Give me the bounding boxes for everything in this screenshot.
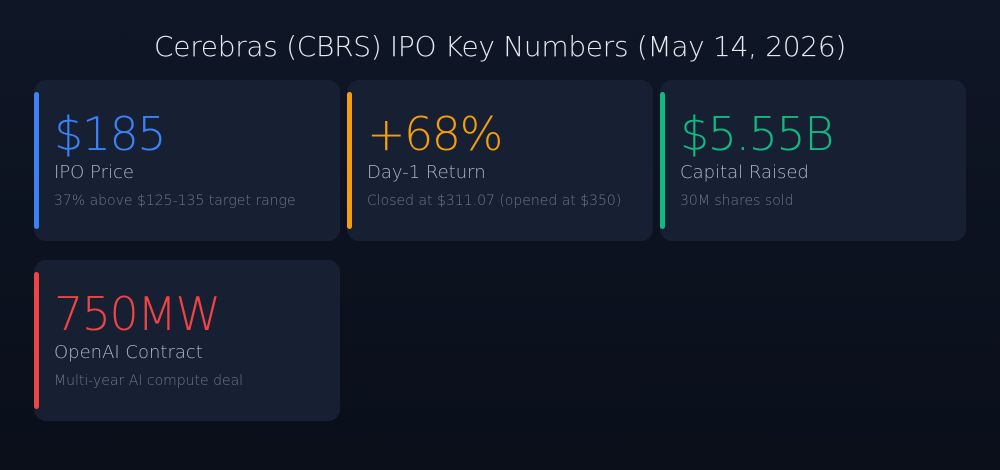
metric-subtext: Multi-year AI compute deal [54,373,244,389]
metric-label: IPO Price [54,162,134,183]
metric-value: $5.55B [680,107,834,161]
metric-subtext: 30M shares sold [680,193,794,209]
accent-bar [34,92,39,229]
metric-card-openai-contract: 750MW OpenAI Contract Multi-year AI comp… [34,260,340,421]
page-title: Cerebras (CBRS) IPO Key Numbers (May 14,… [154,30,846,63]
metric-value: +68% [367,107,503,161]
metric-value: 750MW [54,287,221,341]
metric-value: $185 [54,107,167,161]
accent-bar [347,92,352,229]
metric-card-capital-raised: $5.55B Capital Raised 30M shares sold [660,80,966,241]
metric-label: Capital Raised [680,162,809,183]
metric-label: Day-1 Return [367,162,486,183]
accent-bar [660,92,665,229]
metric-subtext: 37% above $125-135 target range [54,193,296,209]
metric-label: OpenAI Contract [54,342,203,363]
accent-bar [34,272,39,409]
metric-subtext: Closed at $311.07 (opened at $350) [367,193,622,209]
metric-card-day1-return: +68% Day-1 Return Closed at $311.07 (ope… [347,80,653,241]
metric-card-ipo-price: $185 IPO Price 37% above $125-135 target… [34,80,340,241]
